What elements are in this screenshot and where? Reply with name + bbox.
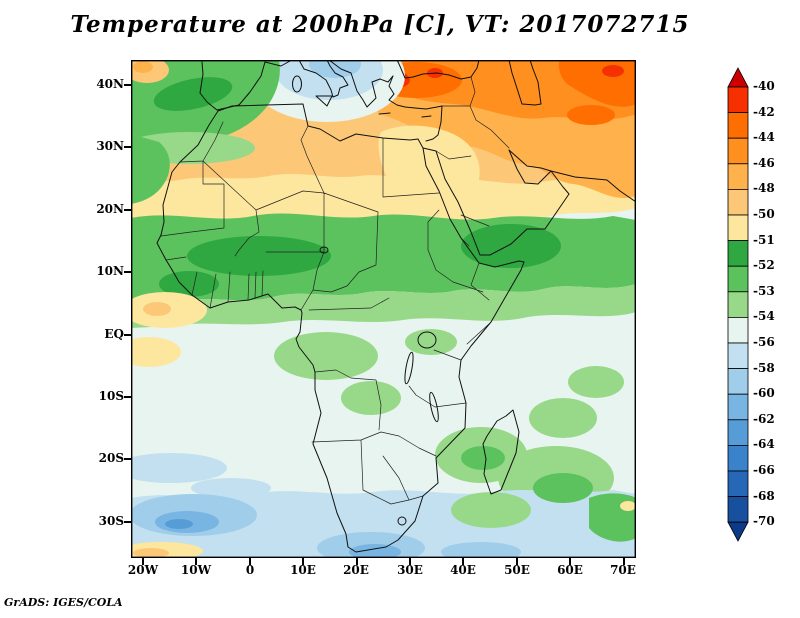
x-axis-label: 20E	[343, 563, 369, 577]
x-axis-tick	[302, 558, 304, 565]
colorbar-segment	[727, 342, 749, 370]
x-axis-tick	[462, 558, 464, 565]
colorbar-segment	[727, 368, 749, 395]
colorbar-segment	[727, 316, 749, 344]
x-axis-label: 0	[245, 563, 255, 577]
colorbar-segment	[727, 163, 749, 190]
x-axis-label: 50E	[504, 563, 530, 577]
y-axis-label: 30S	[98, 514, 124, 528]
x-axis-tick	[569, 558, 571, 565]
lakes	[319, 246, 439, 526]
coastlines	[156, 59, 637, 553]
y-axis-label: EQ	[104, 327, 124, 341]
x-axis-tick	[356, 558, 358, 565]
y-axis-tick	[124, 209, 131, 211]
colorbar-label: -66	[753, 463, 775, 477]
colorbar-label: -51	[753, 233, 775, 247]
y-axis-tick	[124, 334, 131, 336]
colorbar-label: -70	[753, 514, 775, 528]
colorbar-segment	[727, 470, 749, 498]
y-axis-tick	[124, 458, 131, 460]
colorbar-arrow-top	[727, 67, 749, 88]
y-axis-tick	[124, 271, 131, 273]
colorbar-label: -62	[753, 412, 775, 426]
colorbar-segment	[727, 393, 749, 421]
y-axis-tick	[124, 84, 131, 86]
x-axis-label: 70E	[610, 563, 636, 577]
y-axis-label: 40N	[96, 77, 124, 91]
colorbar-segment	[727, 112, 749, 139]
colorbar	[727, 66, 751, 548]
x-axis-label: 20W	[127, 563, 159, 577]
x-axis-label: 30E	[397, 563, 423, 577]
map-canvas	[115, 30, 637, 564]
colorbar-segment	[727, 214, 749, 242]
credit-text: GrADS: IGES/COLA	[4, 596, 123, 609]
colorbar-label: -54	[753, 309, 775, 323]
y-axis-tick	[124, 396, 131, 398]
colorbar-label: -50	[753, 207, 775, 221]
temperature-shading	[115, 30, 636, 564]
colorbar-segment	[727, 291, 749, 318]
colorbar-segment	[727, 240, 749, 267]
colorbar-label: -56	[753, 335, 775, 349]
colorbar-segment	[727, 86, 749, 114]
y-axis-tick	[124, 146, 131, 148]
colorbar-label: -58	[753, 361, 775, 375]
temperature-map-svg	[115, 30, 637, 564]
x-axis-tick	[516, 558, 518, 565]
x-axis-tick	[142, 558, 144, 565]
colorbar-svg	[727, 67, 749, 542]
y-axis-label: 10N	[96, 264, 124, 278]
colorbar-label: -48	[753, 181, 775, 195]
colorbar-label: -64	[753, 437, 775, 451]
colorbar-label: -46	[753, 156, 775, 170]
colorbar-label: -42	[753, 105, 775, 119]
x-axis-label: 10W	[180, 563, 212, 577]
y-axis-label: 20N	[96, 202, 124, 216]
country-borders	[160, 76, 510, 505]
colorbar-segment	[727, 265, 749, 293]
colorbar-segment	[727, 496, 749, 523]
x-axis-tick	[195, 558, 197, 565]
colorbar-segment	[727, 189, 749, 216]
y-axis-label: 30N	[96, 139, 124, 153]
plot-title: Temperature at 200hPa [C], VT: 201707271…	[70, 11, 690, 38]
x-axis-label: 60E	[557, 563, 583, 577]
y-axis-tick	[124, 521, 131, 523]
x-axis-label: 10E	[290, 563, 316, 577]
colorbar-label: -52	[753, 258, 775, 272]
map-frame	[130, 59, 637, 559]
x-axis-label: 40E	[450, 563, 476, 577]
colorbar-segment	[727, 137, 749, 165]
y-axis-label: 20S	[98, 451, 124, 465]
colorbar-label: -60	[753, 386, 775, 400]
colorbar-label: -40	[753, 79, 775, 93]
x-axis-tick	[409, 558, 411, 565]
colorbar-segment	[727, 444, 749, 472]
colorbar-label: -53	[753, 284, 775, 298]
colorbar-label: -44	[753, 130, 775, 144]
colorbar-label: -68	[753, 489, 775, 503]
x-axis-tick	[249, 558, 251, 565]
y-axis-label: 10S	[98, 389, 124, 403]
x-axis-tick	[623, 558, 625, 565]
colorbar-arrow-bottom	[727, 521, 749, 542]
colorbar-segment	[727, 419, 749, 446]
